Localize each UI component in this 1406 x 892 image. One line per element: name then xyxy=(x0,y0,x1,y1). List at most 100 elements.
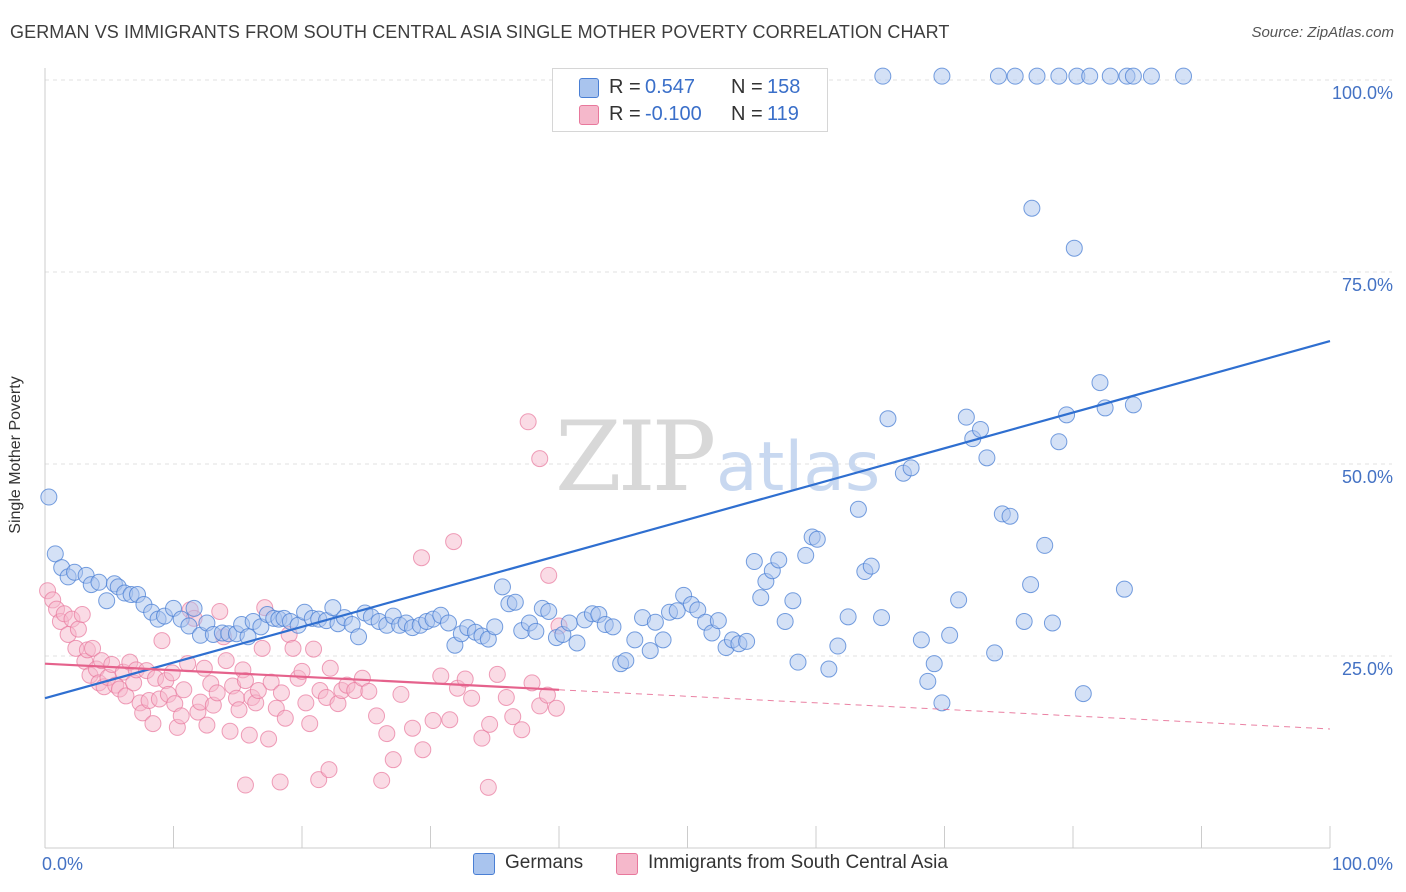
immigrants-point xyxy=(321,659,339,677)
immigrants-trend-line xyxy=(44,662,560,691)
germans-point xyxy=(808,530,826,548)
germans-point xyxy=(1001,507,1019,525)
germans-point xyxy=(925,655,943,673)
germans-point xyxy=(776,612,794,630)
germans-point xyxy=(1043,614,1061,632)
immigrants-point xyxy=(284,639,302,657)
immigrants-point xyxy=(473,729,491,747)
immigrants-point xyxy=(504,708,522,726)
germans-point xyxy=(493,578,511,596)
immigrants-point xyxy=(249,682,267,700)
immigrants-point xyxy=(384,751,402,769)
immigrants-point xyxy=(236,672,254,690)
germans-point xyxy=(849,500,867,518)
immigrants-point xyxy=(445,533,463,551)
immigrants-swatch xyxy=(579,105,599,125)
immigrants-point xyxy=(373,771,391,789)
immigrants-point xyxy=(538,686,556,704)
germans-point xyxy=(646,613,664,631)
immigrants-point xyxy=(272,684,290,702)
immigrants-point xyxy=(368,707,386,725)
immigrants-point xyxy=(301,715,319,733)
germans-point xyxy=(626,631,644,649)
immigrants-point xyxy=(360,682,378,700)
stats-row-immigrants: R = -0.100 N = 119 xyxy=(553,101,827,127)
immigrants-point xyxy=(217,652,235,670)
immigrants-point xyxy=(513,721,531,739)
germans-point xyxy=(1050,433,1068,451)
immigrants-point xyxy=(310,771,328,789)
immigrants-point xyxy=(441,711,459,729)
immigrants-point xyxy=(523,674,541,692)
germans-point xyxy=(978,449,996,467)
y-tick-label: 75.0% xyxy=(1342,275,1393,295)
germans-n-value: 158 xyxy=(767,76,801,98)
immigrants-n-value: 119 xyxy=(767,103,799,125)
immigrants-point xyxy=(432,667,450,685)
germans-point xyxy=(641,642,659,660)
germans-swatch xyxy=(579,78,599,98)
immigrants-point xyxy=(271,773,289,791)
germans-point xyxy=(873,609,891,627)
germans-point xyxy=(989,67,1007,85)
immigrants-point xyxy=(117,687,135,705)
germans-point xyxy=(180,617,198,635)
germans-point xyxy=(1175,67,1193,85)
germans-point xyxy=(950,591,968,609)
immigrants-point xyxy=(540,566,558,584)
germans-point xyxy=(527,622,545,640)
immigrants-point xyxy=(320,761,338,779)
germans-point xyxy=(506,593,524,611)
gridlines xyxy=(45,79,1392,657)
germans-point xyxy=(1081,67,1099,85)
germans-point xyxy=(689,601,707,619)
germans-point xyxy=(829,637,847,655)
germans-point xyxy=(560,614,578,632)
trend-lines xyxy=(44,340,1331,730)
germans-point xyxy=(654,631,672,649)
stats-box: R = 0.547 N = 158 R = -0.100 N = 119 xyxy=(552,68,828,132)
immigrants-point xyxy=(519,413,537,431)
legend-label-immigrants: Immigrants from South Central Asia xyxy=(648,852,948,873)
watermark-atlas: atlas xyxy=(716,428,880,507)
immigrants-point xyxy=(198,716,216,734)
immigrants-point xyxy=(378,725,396,743)
germans-point xyxy=(1091,374,1109,392)
immigrants-point xyxy=(497,688,515,706)
immigrants-point xyxy=(240,726,258,744)
immigrants-r-value: -0.100 xyxy=(645,103,702,125)
germans-point xyxy=(745,553,763,571)
immigrants-point xyxy=(236,776,254,794)
immigrants-point xyxy=(531,450,549,468)
immigrants-point xyxy=(456,670,474,688)
germans-point xyxy=(350,628,368,646)
r-label: R = xyxy=(609,103,641,125)
germans-point xyxy=(324,599,342,617)
germans-point xyxy=(486,618,504,636)
germans-point xyxy=(752,589,770,607)
germans-r-value: 0.547 xyxy=(645,76,696,98)
n-label: N = xyxy=(731,76,763,98)
germans-point xyxy=(874,67,892,85)
immigrants-point xyxy=(463,689,481,707)
germans-point xyxy=(185,599,203,617)
germans-point xyxy=(912,631,930,649)
germans-point xyxy=(604,618,622,636)
germans-point xyxy=(98,592,116,610)
legend: Germans Immigrants from South Central As… xyxy=(0,851,1406,881)
germans-point xyxy=(941,626,959,644)
germans-trend-line xyxy=(44,340,1331,700)
immigrants-point xyxy=(230,701,248,719)
germans-point xyxy=(933,694,951,712)
germans-point xyxy=(797,546,815,564)
immigrants-point xyxy=(144,715,162,733)
immigrants-point xyxy=(276,709,294,727)
immigrants-point xyxy=(297,694,315,712)
germans-point xyxy=(738,632,756,650)
germans-point xyxy=(957,408,975,426)
germans-point xyxy=(1036,536,1054,554)
immigrants-point xyxy=(73,606,91,624)
germans-point xyxy=(820,660,838,678)
blue-series-points xyxy=(40,67,1193,712)
immigrants-point xyxy=(260,730,278,748)
